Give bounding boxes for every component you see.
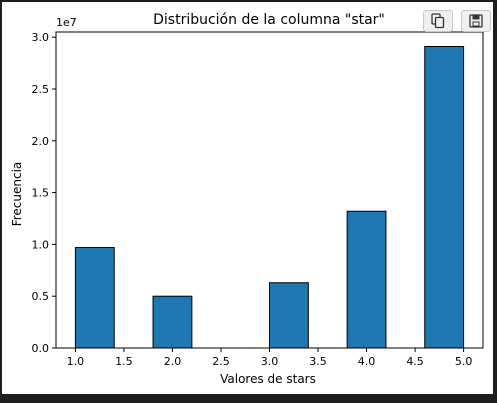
x-tick-label: 1.5 — [115, 355, 133, 368]
x-tick-label: 2.0 — [164, 355, 182, 368]
y-axis-offset-text: 1e7 — [56, 16, 77, 29]
floppy-disk-icon — [469, 14, 483, 28]
save-button[interactable] — [461, 10, 491, 32]
y-tick-label: 2.5 — [32, 83, 50, 96]
y-tick-label: 1.5 — [32, 187, 50, 200]
histogram-bar-4 — [346, 210, 387, 349]
histogram-chart: Distribución de la columna "star" 1e7 1.… — [10, 12, 484, 386]
histogram-bar-5 — [424, 46, 465, 349]
x-tick-label: 4.0 — [358, 355, 376, 368]
copy-icon — [431, 13, 445, 29]
x-tick-label: 4.5 — [406, 355, 424, 368]
histogram-bar-1 — [74, 247, 115, 349]
y-axis-ticks: 0.0 0.5 1.0 1.5 2.0 2.5 3.0 — [32, 31, 56, 355]
y-tick-label: 2.0 — [32, 135, 50, 148]
x-tick-label: 1.0 — [67, 355, 85, 368]
histogram-bar-3 — [269, 282, 309, 349]
chart-title: Distribución de la columna "star" — [153, 12, 385, 28]
x-tick-label: 3.0 — [261, 355, 279, 368]
x-tick-label: 5.0 — [455, 355, 473, 368]
x-tick-label: 3.5 — [309, 355, 327, 368]
y-tick-label: 0.0 — [32, 342, 50, 355]
plot-area-frame — [55, 31, 484, 349]
y-tick-label: 0.5 — [32, 290, 50, 303]
histogram-bar-2 — [152, 295, 193, 349]
copy-button[interactable] — [423, 10, 453, 32]
y-tick-label: 3.0 — [32, 31, 50, 44]
x-axis-label: Valores de stars — [220, 372, 316, 386]
bars-group — [74, 46, 465, 349]
y-tick-label: 1.0 — [32, 238, 50, 251]
x-tick-label: 2.5 — [212, 355, 230, 368]
y-axis-label: Frecuencia — [10, 162, 24, 227]
x-axis-ticks: 1.0 1.5 2.0 2.5 3.0 3.5 4.0 4.5 5.0 — [67, 348, 473, 368]
figure-window: Distribución de la columna "star" 1e7 1.… — [2, 2, 493, 394]
